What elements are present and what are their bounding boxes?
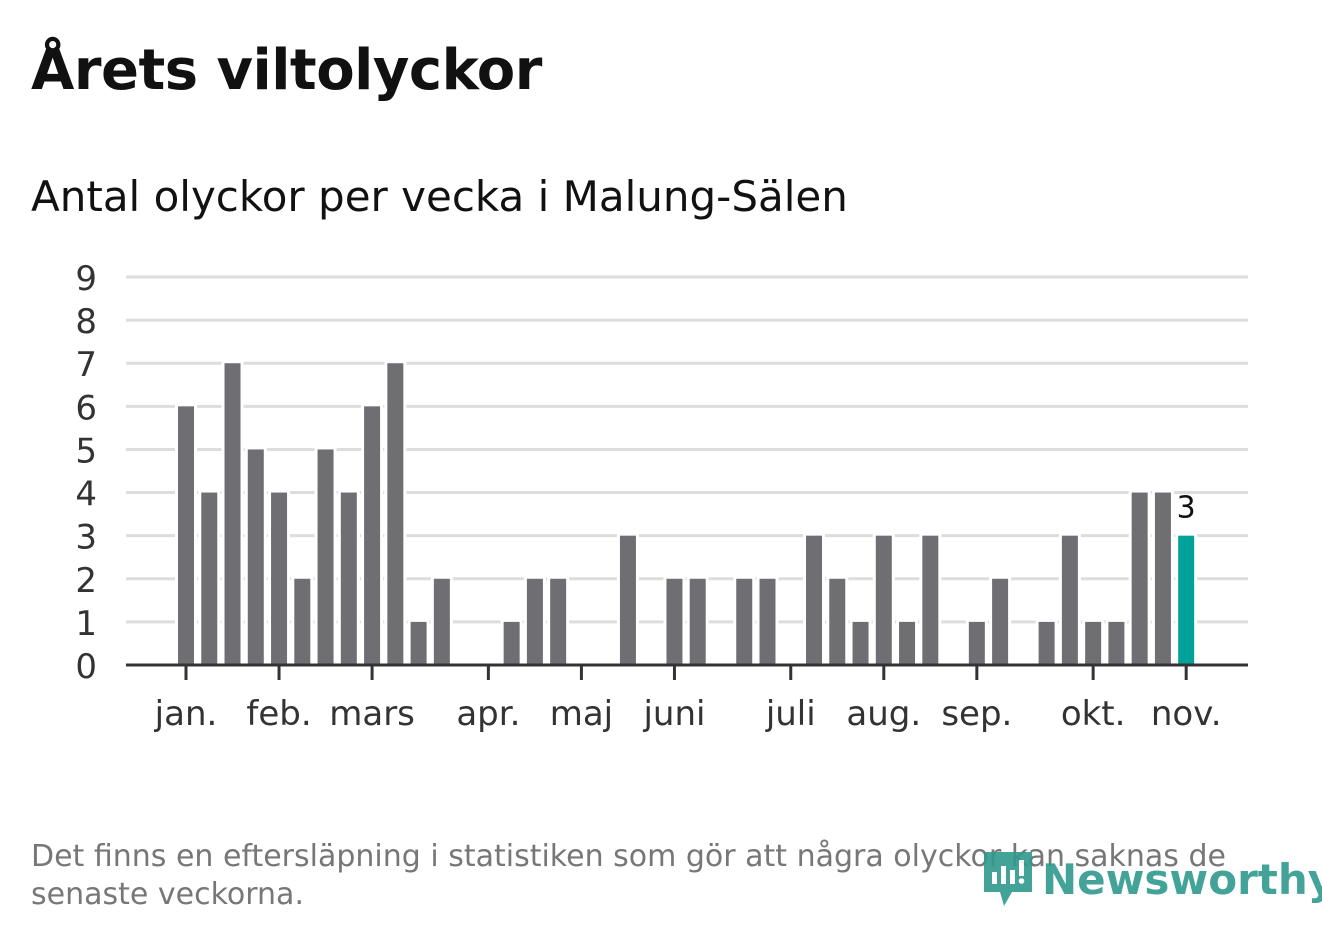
bar [1035,618,1058,669]
x-tick-label: nov. [1151,694,1222,734]
bar [756,575,779,668]
bar [965,618,988,669]
y-tick-label: 6 [75,388,97,428]
bar-highlight [1175,532,1198,669]
bar [221,360,244,668]
y-tick-label: 3 [75,518,97,558]
y-tick-label: 9 [75,259,97,299]
y-tick-label: 5 [75,431,97,471]
x-tick-label: feb. [246,694,311,734]
chart-subtitle: Antal olyckor per vecka i Malung-Sälen [31,172,848,221]
bar [175,403,197,668]
bar [407,618,430,669]
data-label: 3 [1177,491,1196,526]
y-tick-label: 4 [75,475,97,515]
bar [686,575,709,668]
bar [989,575,1012,668]
x-tick-label: sep. [941,694,1012,734]
page-title: Årets viltolyckor [31,38,542,103]
bar [1105,618,1128,669]
x-tick-label: okt. [1061,694,1126,734]
bar [361,403,384,668]
bar [500,618,523,669]
y-tick-label: 0 [75,647,97,687]
y-tick-label: 7 [75,345,97,385]
x-tick-label: apr. [456,694,520,734]
bar [198,489,221,668]
x-tick-label: aug. [846,694,921,734]
bar [244,446,267,669]
x-tick-label: maj [550,694,613,734]
bar [616,532,639,669]
bar [733,575,756,668]
bar [1058,532,1081,669]
bar [523,575,546,668]
bar [268,489,291,668]
x-tick-label: jan. [154,694,218,734]
bar [1082,618,1105,669]
bar [872,532,895,669]
x-tick-label: juni [642,694,705,734]
newsworthy-logo: Newsworthy [982,848,1322,910]
bar [803,532,826,669]
bar [430,575,453,668]
y-tick-label: 2 [75,561,97,601]
bar [547,575,570,668]
newsworthy-logo-icon [984,852,1032,906]
bar [1151,489,1174,668]
bar [337,489,360,668]
y-tick-label: 8 [75,302,97,342]
bar [1128,489,1151,668]
bar [849,618,872,669]
bar [826,575,849,668]
bar [384,360,407,668]
bar [896,618,919,669]
y-tick-label: 1 [75,604,97,644]
bar [314,446,337,669]
bar [291,575,314,668]
bar [919,532,942,669]
x-tick-label: mars [329,694,415,734]
bar [663,575,686,668]
logo-text: Newsworthy [1042,854,1322,904]
x-tick-label: juli [765,694,816,734]
